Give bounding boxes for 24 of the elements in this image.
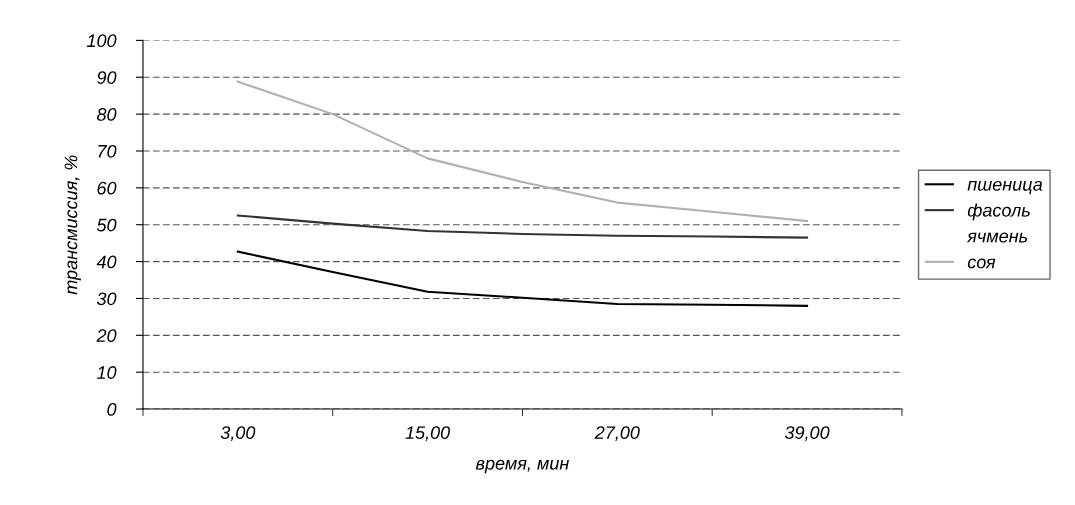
legend-label: соя (967, 258, 996, 269)
y-tick-label: 60 (97, 181, 117, 195)
x-tick-label: 39,00 (784, 426, 830, 442)
x-axis-title: время, мин (475, 459, 569, 474)
y-tick-label: 20 (96, 329, 117, 343)
x-tick-label: 3,00 (220, 426, 256, 442)
y-tick-label: 40 (96, 255, 117, 269)
y-tick-label: 50 (96, 218, 117, 232)
legend-label: пшеница (967, 180, 1043, 195)
y-tick-label: 10 (96, 366, 117, 379)
y-tick-label: 0 (107, 402, 117, 416)
y-tick-label: 70 (98, 144, 117, 158)
x-tick-label: 15,00 (405, 426, 451, 442)
line-series (236, 250, 809, 307)
y-tick-label: 30 (96, 292, 117, 306)
y-tick-label: 80 (96, 108, 117, 121)
legend-label: фасоль (967, 203, 1030, 221)
text: ячмень (966, 232, 1028, 243)
line-series (236, 80, 809, 223)
line-series (236, 214, 809, 239)
y-axis-title: трансмиссия, % (64, 155, 81, 295)
y-tick-label: 90 (97, 71, 117, 84)
y-tick-label: 100 (86, 34, 117, 48)
x-tick-label: 27,00 (594, 426, 640, 442)
